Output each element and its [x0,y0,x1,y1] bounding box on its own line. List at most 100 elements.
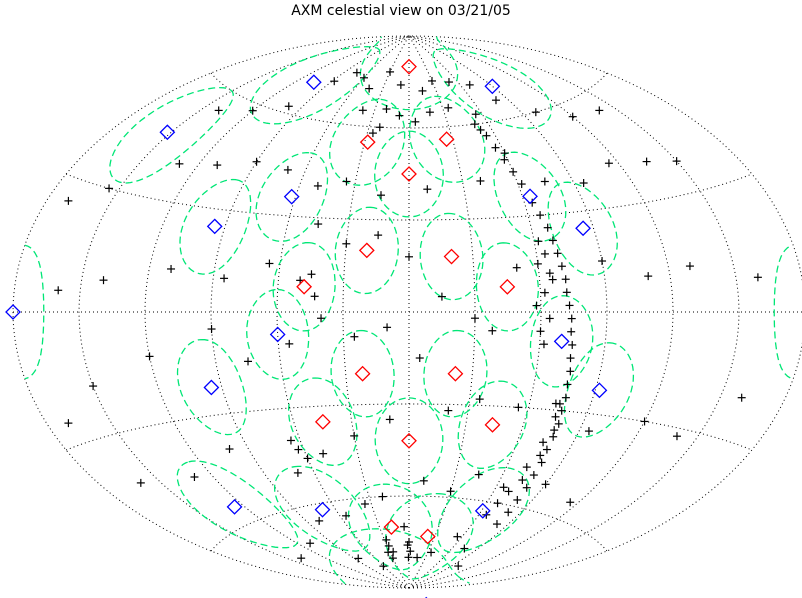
source-marker [567,327,576,336]
source-marker [492,520,501,529]
chart-title: AXM celestial view on 03/21/05 [291,3,511,19]
source-marker [427,548,436,557]
pointing-diamond [383,519,400,536]
source-marker [360,499,369,508]
source-marker [342,511,351,520]
source-marker [297,554,306,563]
source-marker [385,415,394,424]
source-marker [561,393,570,402]
source-marker [540,249,549,258]
source-marker [265,259,274,268]
source-marker [512,263,521,272]
pointing-diamond [314,501,331,518]
source-marker [350,332,359,341]
fov-circle [475,242,539,332]
fov-circle [773,245,791,379]
fov-circle [109,86,234,184]
fov-circle [24,244,45,380]
source-marker [419,476,428,485]
source-marker [672,432,681,441]
source-marker [536,327,545,336]
source-marker [376,191,385,200]
source-marker [644,272,653,281]
pointing-diamond [447,365,464,382]
source-marker [642,157,651,166]
source-marker [563,380,572,389]
pointing-diamond [522,188,538,205]
source-marker [533,259,542,268]
fov-circle [176,460,299,549]
source-marker [382,535,391,544]
grid-meridian [78,35,410,589]
fov-circle [176,338,247,436]
pointing-diamond [269,326,286,343]
pointing-markers [5,58,608,598]
source-marker [354,554,363,563]
fov-circle [419,212,484,301]
source-marker [294,445,303,454]
pointing-diamond [401,166,417,182]
source-marker [403,541,412,550]
source-markers [54,67,762,571]
fov-circle [179,178,252,275]
source-marker [672,157,681,166]
source-marker [566,498,575,507]
source-marker [548,275,557,284]
source-marker [491,96,500,105]
source-marker [540,288,549,297]
source-marker [64,196,73,205]
source-marker [293,468,302,477]
source-marker [465,80,474,89]
source-marker [504,487,513,496]
source-marker [539,438,548,447]
fov-circle [437,467,530,554]
source-marker [542,445,551,454]
source-marker [303,454,312,463]
source-marker [319,449,328,458]
fov-circle [493,151,567,242]
source-marker [532,301,541,310]
source-marker [551,412,560,421]
pointing-diamond [206,218,223,235]
pointing-diamond [591,382,608,399]
source-marker [471,110,480,119]
pointing-diamond [499,278,516,295]
source-marker [352,68,361,77]
source-marker [283,165,292,174]
source-marker [595,106,604,115]
source-marker [566,354,575,363]
pointing-diamond [438,131,455,148]
source-marker [225,445,234,454]
source-marker [285,339,294,348]
source-marker [411,117,420,126]
source-marker [252,157,261,166]
fov-circle [408,95,486,183]
source-marker [313,181,322,190]
source-marker [386,67,395,76]
source-marker [136,478,145,487]
source-marker [499,483,508,492]
pointing-diamond [226,498,243,515]
source-marker [89,382,98,391]
source-marker [509,167,518,176]
source-marker [365,84,374,93]
fov-circle [457,575,470,584]
source-marker [545,269,554,278]
grid-meridian [408,35,674,589]
pointing-diamond [296,278,313,295]
source-marker [475,395,484,404]
source-marker [406,547,415,556]
grid-meridian [210,35,410,589]
source-marker [64,419,73,428]
source-marker [342,239,351,248]
source-marker [388,554,397,563]
source-marker [534,237,543,246]
source-marker [359,73,368,82]
fov-circle [287,377,358,466]
pointing-diamond [553,333,570,350]
source-marker [470,314,479,323]
source-marker [514,403,523,412]
source-marker [548,236,557,245]
source-marker [500,155,509,164]
source-marker [418,86,427,95]
